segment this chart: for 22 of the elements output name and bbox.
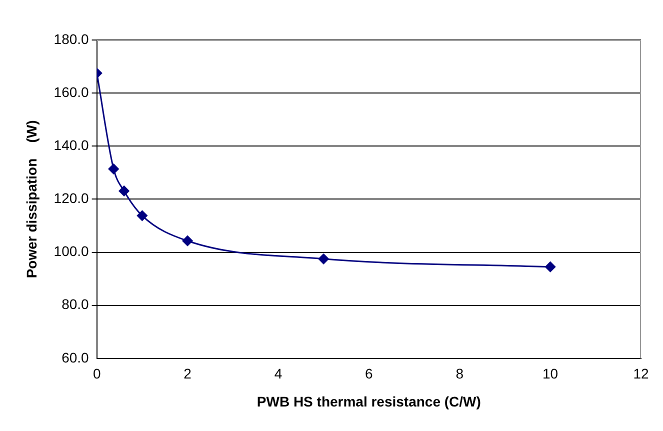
x-tick-label: 4: [274, 366, 282, 382]
y-tick-label: 180.0: [54, 30, 90, 47]
y-tick-label: 60.0: [62, 349, 90, 366]
x-tick-label: 0: [92, 366, 101, 382]
y-tick-label: 160.0: [54, 84, 90, 100]
point: [182, 236, 193, 246]
y-tick-label: 120.0: [54, 190, 90, 206]
y-tick-label: 140.0: [54, 136, 90, 153]
point: [118, 186, 130, 196]
x-tick-label: 10: [542, 366, 558, 382]
x-tick-label: 8: [456, 366, 464, 382]
x-axis-title: PWB HS thermal resistance (C/W): [256, 393, 481, 410]
point: [545, 262, 556, 272]
point: [108, 164, 119, 174]
y-tick-label: 100.0: [54, 243, 90, 260]
x-tick-label: 2: [184, 366, 192, 382]
y-tick-label: 80.0: [62, 296, 90, 312]
point: [318, 254, 329, 264]
x-tick-label: 12: [633, 366, 649, 382]
x-tick-label: 6: [365, 366, 374, 382]
y-axis-title: Power dissipation (W): [23, 120, 40, 278]
point: [136, 210, 148, 221]
